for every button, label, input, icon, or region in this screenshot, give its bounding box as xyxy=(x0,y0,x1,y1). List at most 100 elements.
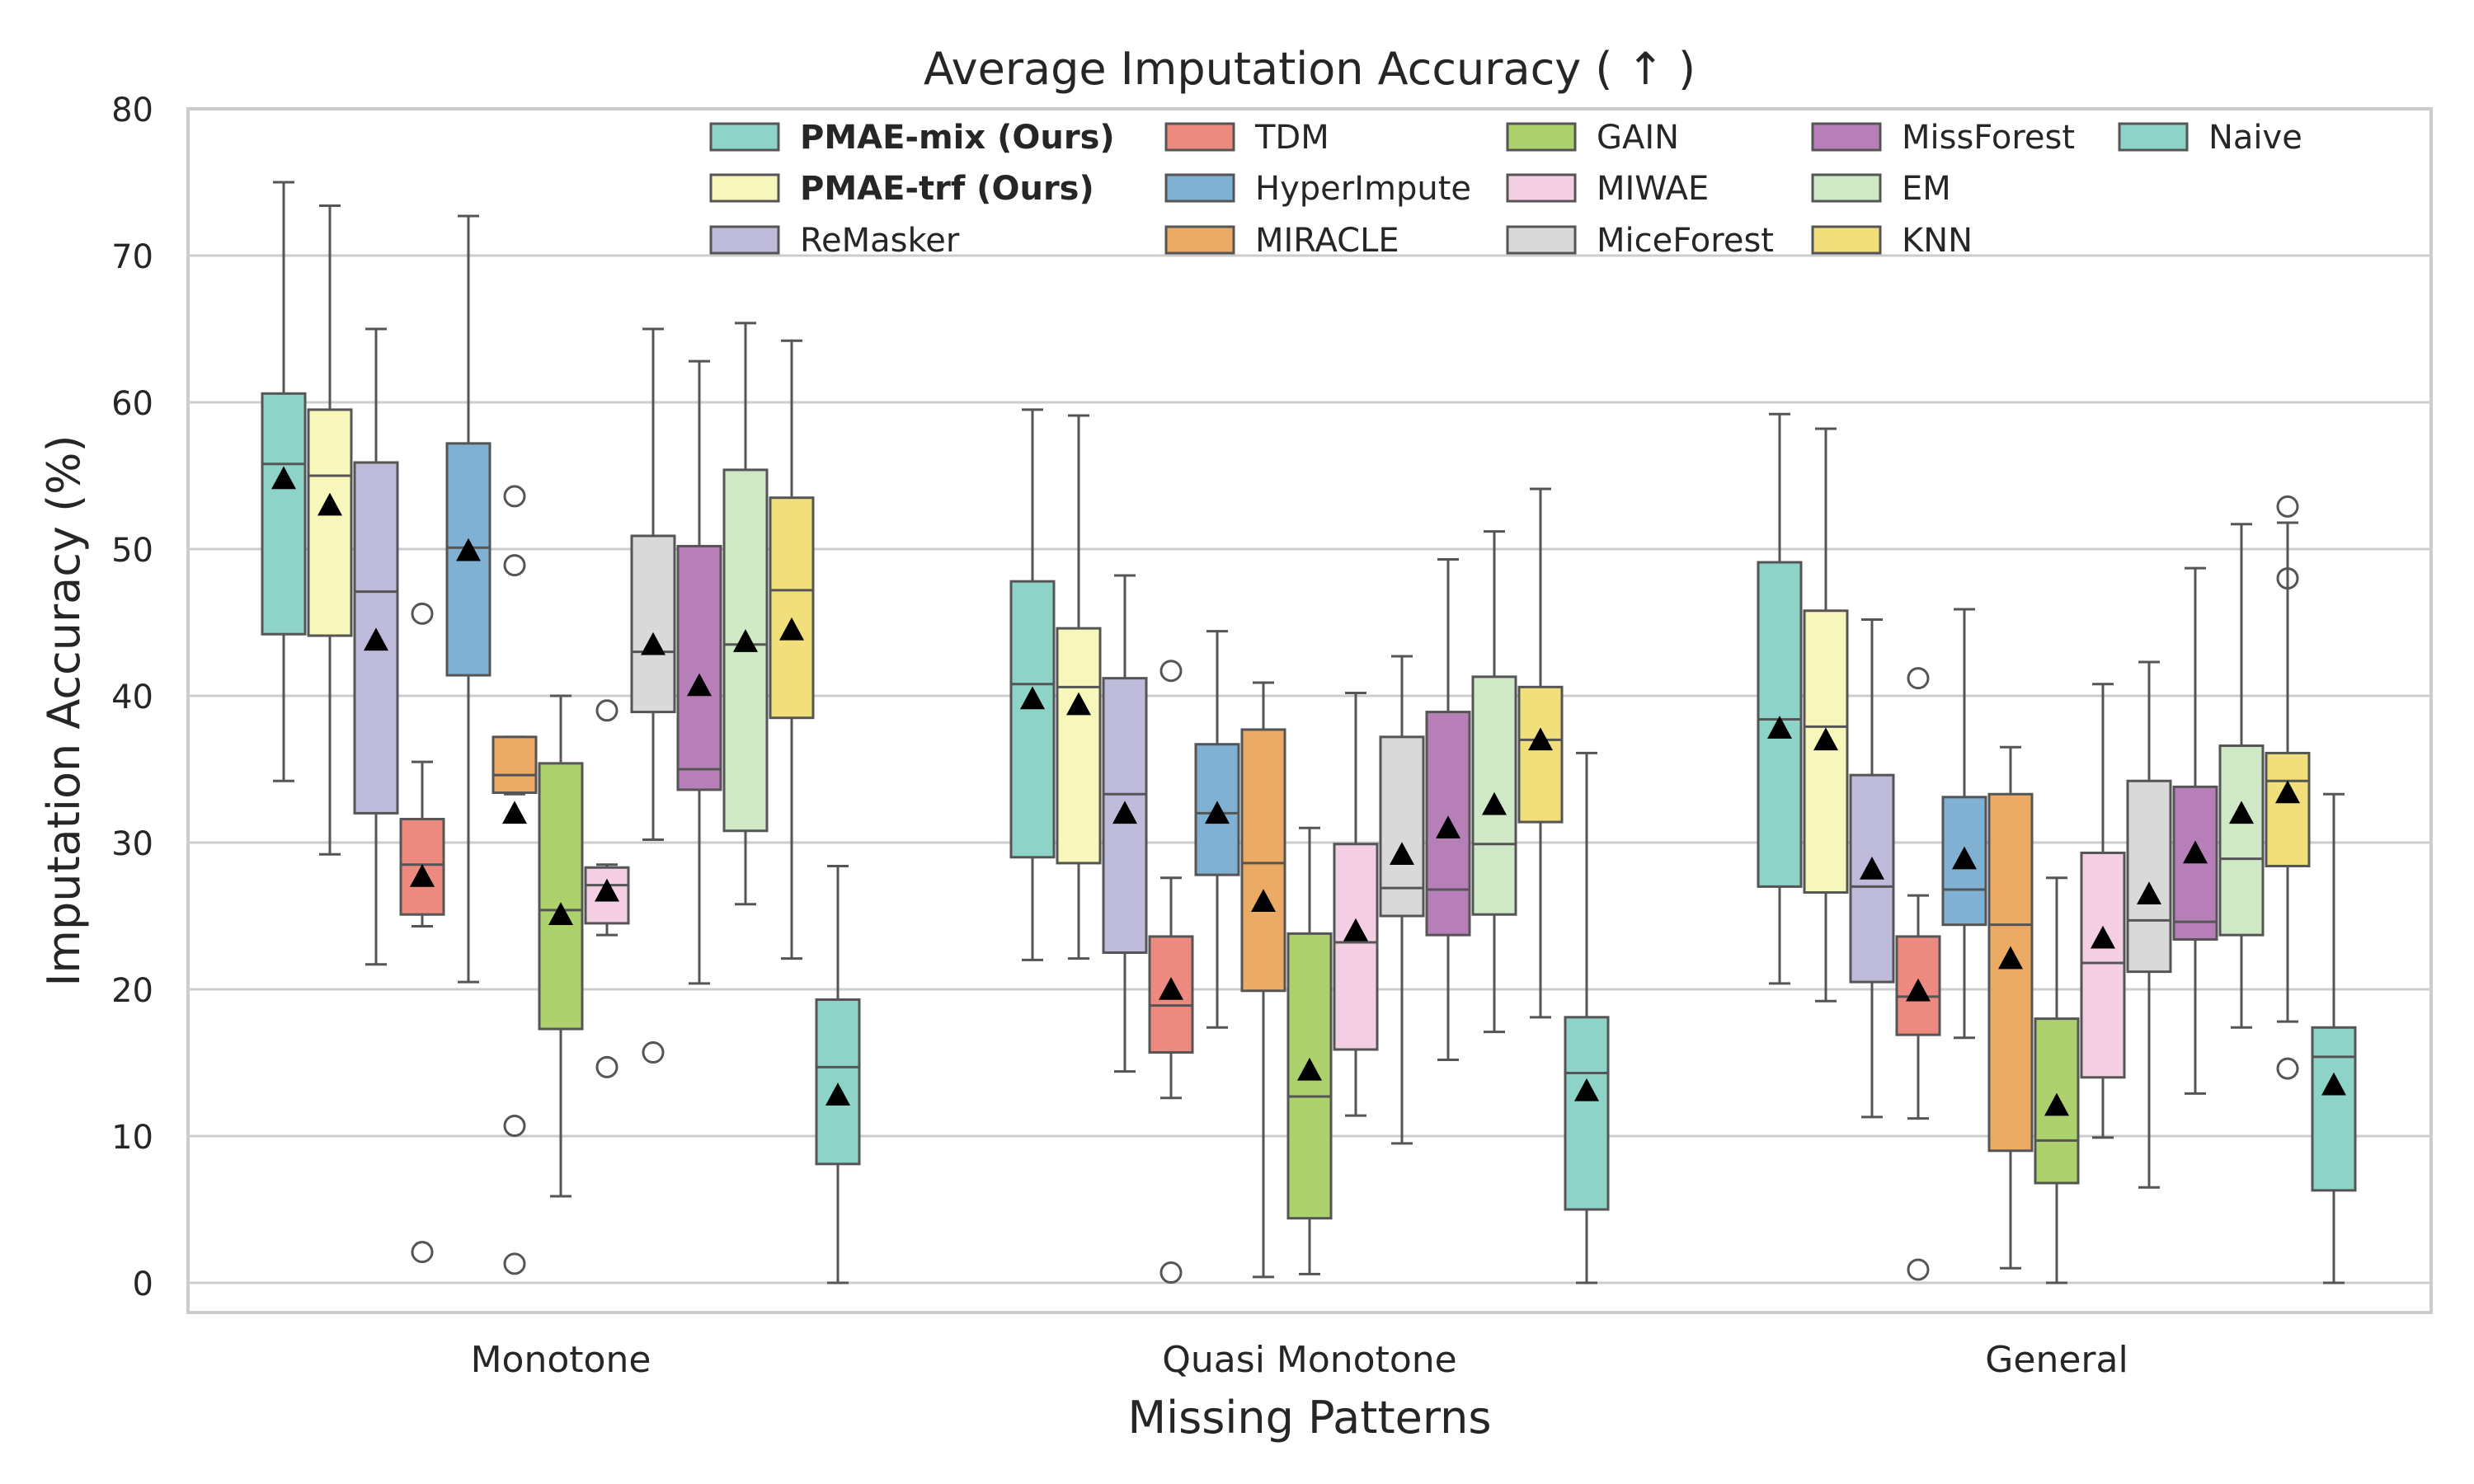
outlier-point xyxy=(642,1041,665,1064)
mean-marker xyxy=(1998,946,2023,970)
box-iqr xyxy=(307,408,353,637)
box-iqr xyxy=(815,998,861,1166)
plot-frame xyxy=(186,107,2433,1314)
legend-label: PMAE-mix (Ours) xyxy=(800,119,1115,157)
outlier-point xyxy=(1159,660,1183,683)
x-tick-label: Quasi Monotone xyxy=(1162,1339,1456,1381)
box-missforest xyxy=(1425,557,1471,1061)
outlier-point xyxy=(595,699,618,722)
box-gain xyxy=(2034,876,2080,1284)
mean-marker xyxy=(2183,840,2208,864)
box-iqr xyxy=(1009,580,1056,859)
box-iqr xyxy=(2080,851,2126,1079)
y-tick-label: 70 xyxy=(111,238,153,276)
y-tick-label: 10 xyxy=(111,1119,153,1157)
box-miceforest xyxy=(1379,655,1425,1145)
y-tick-label: 30 xyxy=(111,825,153,863)
mean-marker xyxy=(456,538,481,561)
box-missforest xyxy=(676,359,722,985)
x-tick-label: Monotone xyxy=(471,1339,651,1381)
mean-marker xyxy=(1813,727,1838,751)
legend-swatch xyxy=(1506,225,1577,255)
mean-marker xyxy=(1205,801,1230,824)
box-remasker xyxy=(1102,574,1148,1073)
box-em xyxy=(722,322,769,906)
mean-marker xyxy=(733,629,758,652)
outlier-point xyxy=(1907,667,1930,690)
outlier-point xyxy=(1907,1258,1930,1281)
mean-marker xyxy=(1020,686,1045,710)
box-pmae-mix-ours- xyxy=(261,181,307,782)
box-iqr xyxy=(2218,744,2265,937)
mean-marker xyxy=(364,627,388,651)
box-gain xyxy=(538,694,584,1198)
x-axis-ticks: Monotone Quasi Monotone General xyxy=(471,1339,2128,1381)
legend-swatch xyxy=(1811,122,1882,152)
box-iqr xyxy=(1240,728,1286,993)
box-remasker xyxy=(353,327,399,966)
box-hyperimpute xyxy=(445,214,492,984)
mean-marker xyxy=(1574,1078,1599,1101)
mean-marker xyxy=(1297,1057,1322,1081)
y-axis-ticks: 0 10 20 30 40 50 60 70 80 xyxy=(111,92,153,1303)
box-miwae xyxy=(2080,683,2126,1139)
box-naive xyxy=(815,864,861,1284)
mean-marker xyxy=(2044,1092,2069,1116)
outlier-point xyxy=(2276,1057,2299,1080)
outlier-point xyxy=(595,1055,618,1078)
outlier-point xyxy=(503,554,526,577)
box-knn xyxy=(2265,495,2311,1080)
mean-marker xyxy=(687,673,712,697)
box-iqr xyxy=(676,544,722,791)
mean-marker xyxy=(271,466,296,490)
box-remasker xyxy=(1849,618,1895,1119)
box-iqr xyxy=(492,735,538,794)
mean-marker xyxy=(1251,889,1276,912)
box-miwae xyxy=(584,699,630,1078)
mean-marker xyxy=(1112,801,1137,824)
box-miwae xyxy=(1333,691,1379,1117)
box-iqr xyxy=(630,534,676,714)
box-pmae-mix-ours- xyxy=(1757,412,1803,985)
box-tdm xyxy=(1895,667,1941,1281)
box-gain xyxy=(1286,826,1333,1275)
mean-marker xyxy=(1159,977,1183,1000)
legend-label: MIRACLE xyxy=(1255,222,1399,260)
mean-marker xyxy=(2229,801,2254,824)
mean-marker xyxy=(1906,978,1931,1002)
box-missforest xyxy=(2172,566,2218,1095)
mean-marker xyxy=(2275,780,2300,804)
legend-label: KNN xyxy=(1902,222,1973,260)
legend-swatch xyxy=(2118,122,2189,152)
legend: PMAE-mix (Ours) PMAE-trf (Ours) ReMasker TD… xyxy=(709,119,2302,260)
box-em xyxy=(2218,523,2265,1029)
legend-label: GAIN xyxy=(1597,119,1679,157)
mean-marker xyxy=(825,1082,850,1106)
box-pmae-mix-ours- xyxy=(1009,408,1056,961)
outlier-point xyxy=(503,485,526,508)
legend-label: TDM xyxy=(1254,119,1329,157)
outlier-point xyxy=(411,602,434,625)
box-knn xyxy=(769,339,815,960)
box-iqr xyxy=(2265,751,2311,867)
mean-marker xyxy=(548,902,573,925)
box-iqr xyxy=(1803,609,1849,895)
legend-label: Naive xyxy=(2208,119,2302,157)
outlier-point xyxy=(2276,495,2299,518)
box-tdm xyxy=(1148,660,1194,1284)
legend-swatch xyxy=(709,173,780,203)
box-iqr xyxy=(1757,561,1803,888)
mean-marker xyxy=(1860,857,1884,880)
mean-marker xyxy=(2137,881,2161,905)
legend-swatch xyxy=(709,225,780,255)
box-iqr xyxy=(1333,843,1379,1051)
box-iqr xyxy=(538,762,584,1031)
legend-label: MiceForest xyxy=(1597,222,1774,260)
box-iqr xyxy=(1379,735,1425,918)
x-axis-label: Missing Patterns xyxy=(1128,1392,1492,1444)
mean-marker xyxy=(2091,925,2115,949)
mean-marker xyxy=(2321,1072,2346,1096)
mean-marker xyxy=(1528,727,1553,751)
box-miracle xyxy=(1240,681,1286,1279)
legend-swatch xyxy=(1811,225,1882,255)
